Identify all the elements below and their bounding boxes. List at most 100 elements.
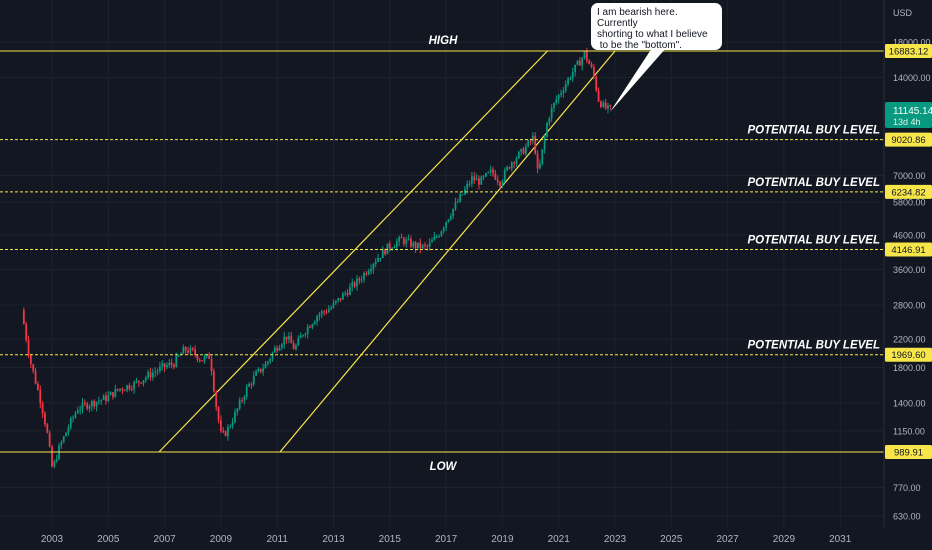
candle-body xyxy=(112,392,114,397)
x-tick-label: 2005 xyxy=(97,534,120,545)
candle-body xyxy=(309,326,311,328)
candle-body xyxy=(487,171,490,174)
candle-body xyxy=(238,400,241,409)
x-tick-label: 2023 xyxy=(604,534,627,545)
candle-body xyxy=(583,51,586,58)
level-price-tag xyxy=(885,184,932,199)
candle-body xyxy=(144,377,147,381)
candle-body xyxy=(264,363,267,369)
candle-body xyxy=(539,163,541,169)
candle-body xyxy=(344,292,347,294)
level-label: POTENTIAL BUY LEVEL xyxy=(748,340,880,352)
candle-body xyxy=(212,371,215,392)
candle-body xyxy=(473,176,476,181)
candle-body xyxy=(398,237,401,242)
x-tick-label: 2007 xyxy=(153,534,176,545)
candle-body xyxy=(269,358,272,362)
candle-body xyxy=(304,333,307,335)
candle-body xyxy=(135,380,138,383)
candle-body xyxy=(602,102,605,107)
candle-body xyxy=(121,388,124,391)
candle-body xyxy=(524,146,527,154)
candle-body xyxy=(72,417,75,419)
candle-body xyxy=(311,324,314,328)
candle-body xyxy=(600,101,602,107)
candle-body xyxy=(356,278,358,287)
candle-body xyxy=(377,257,379,262)
candle-body xyxy=(299,335,302,339)
candle-body xyxy=(255,371,257,376)
candle-body xyxy=(363,272,365,280)
y-tick-label: 2200.00 xyxy=(893,335,926,345)
time-axis[interactable]: 2003 2005 2007 2009 2011 2013 2015 2017 2019 2021… xyxy=(41,534,852,545)
candle-body xyxy=(41,403,44,414)
candle-body xyxy=(400,237,403,239)
candle-body xyxy=(501,180,504,186)
candle-body xyxy=(463,189,466,195)
candle-body xyxy=(370,269,372,272)
candle-body xyxy=(62,436,65,443)
candle-body xyxy=(241,400,243,402)
candle-body xyxy=(198,359,201,361)
candle-body xyxy=(147,372,150,378)
candle-body xyxy=(201,360,204,362)
candle-body xyxy=(51,446,53,467)
y-tick-label: 4600.00 xyxy=(893,230,926,240)
candle-body xyxy=(67,427,70,433)
candle-body xyxy=(156,370,159,372)
x-tick-label: 2013 xyxy=(322,534,345,545)
y-tick-label: 14000.00 xyxy=(893,73,931,83)
candle-body xyxy=(560,93,562,95)
candle-body xyxy=(266,361,269,364)
candle-body xyxy=(442,227,445,232)
candle-body xyxy=(32,364,35,372)
candle-body xyxy=(105,395,107,401)
current-price-tag-box xyxy=(885,102,932,128)
candle-body xyxy=(161,363,164,367)
candle-body xyxy=(316,316,318,322)
candle-body xyxy=(154,371,157,373)
candle-body xyxy=(48,432,51,447)
candle-body xyxy=(116,388,119,391)
candle-body xyxy=(60,442,63,446)
candle-body xyxy=(585,51,588,61)
candle-body xyxy=(466,183,469,190)
annotation-callout[interactable]: I am bearish here. Currently shorting to… xyxy=(591,3,722,51)
candle-body xyxy=(555,99,558,103)
candle-body xyxy=(571,72,574,79)
candle-body xyxy=(248,384,250,387)
current-price-tag: 11145.14 13d 4h xyxy=(885,102,932,128)
candle-body xyxy=(384,249,387,255)
current-price-countdown: 13d 4h xyxy=(893,117,921,127)
candle-body xyxy=(520,148,523,152)
price-axis[interactable]: 18000.00 14000.00 7000.00 5800.00 4600.00 360… xyxy=(893,37,931,521)
candle-body xyxy=(90,400,93,407)
candle-body xyxy=(250,384,253,386)
candle-body xyxy=(306,326,309,334)
candle-body xyxy=(76,410,79,414)
candle-body xyxy=(88,406,91,409)
candle-body xyxy=(492,169,494,174)
candle-body xyxy=(95,401,98,407)
candle-body xyxy=(468,183,471,185)
candle-body xyxy=(341,293,344,300)
candle-body xyxy=(173,364,175,367)
candle-body xyxy=(126,385,128,391)
candle-body xyxy=(417,242,419,249)
candle-body xyxy=(510,162,513,169)
candle-body xyxy=(128,385,131,389)
y-tick-label: 3600.00 xyxy=(893,265,926,275)
horizontal-levels: HIGH POTENTIAL BUY LEVEL POTENTIAL BUY LEV… xyxy=(0,35,884,473)
candle-body xyxy=(325,311,328,313)
candle-body xyxy=(34,371,37,384)
candle-body xyxy=(431,240,433,243)
candle-body xyxy=(236,408,239,412)
channel-line xyxy=(279,50,616,453)
level-price-value: 1969.60 xyxy=(891,350,925,361)
y-tick-label: 18000.00 xyxy=(893,37,931,47)
candle-body xyxy=(142,380,145,384)
x-tick-label: 2021 xyxy=(548,534,571,545)
candle-body xyxy=(550,107,553,119)
candle-body xyxy=(330,307,333,310)
